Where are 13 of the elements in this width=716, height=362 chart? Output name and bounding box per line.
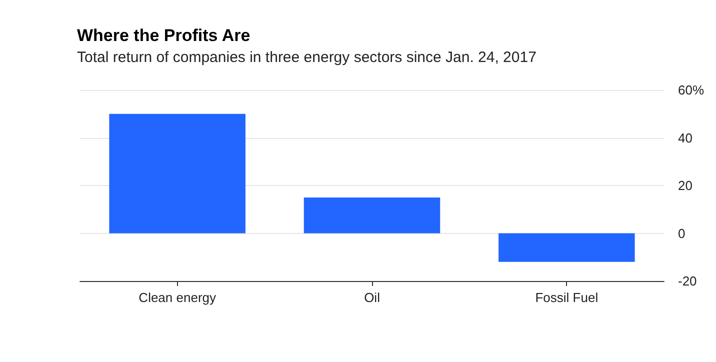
bar [498, 233, 635, 262]
bar [304, 197, 440, 234]
chart-subtitle: Total return of companies in three energy sectors since Jan. 24, 2017 [77, 49, 536, 66]
x-tick-label: Clean energy [138, 290, 216, 305]
y-tick-label: -20 [678, 274, 697, 288]
x-tick-label: Fossil Fuel [535, 290, 598, 305]
x-tick-label: Oil [364, 290, 380, 305]
y-tick-label: 40 [678, 130, 692, 146]
bar [109, 114, 246, 234]
y-tick-label: 0 [678, 226, 686, 241]
chart-title: Where the Profits Are [77, 26, 250, 45]
y-tick-label: 60% [678, 82, 704, 98]
y-tick-label: 20 [678, 178, 692, 193]
